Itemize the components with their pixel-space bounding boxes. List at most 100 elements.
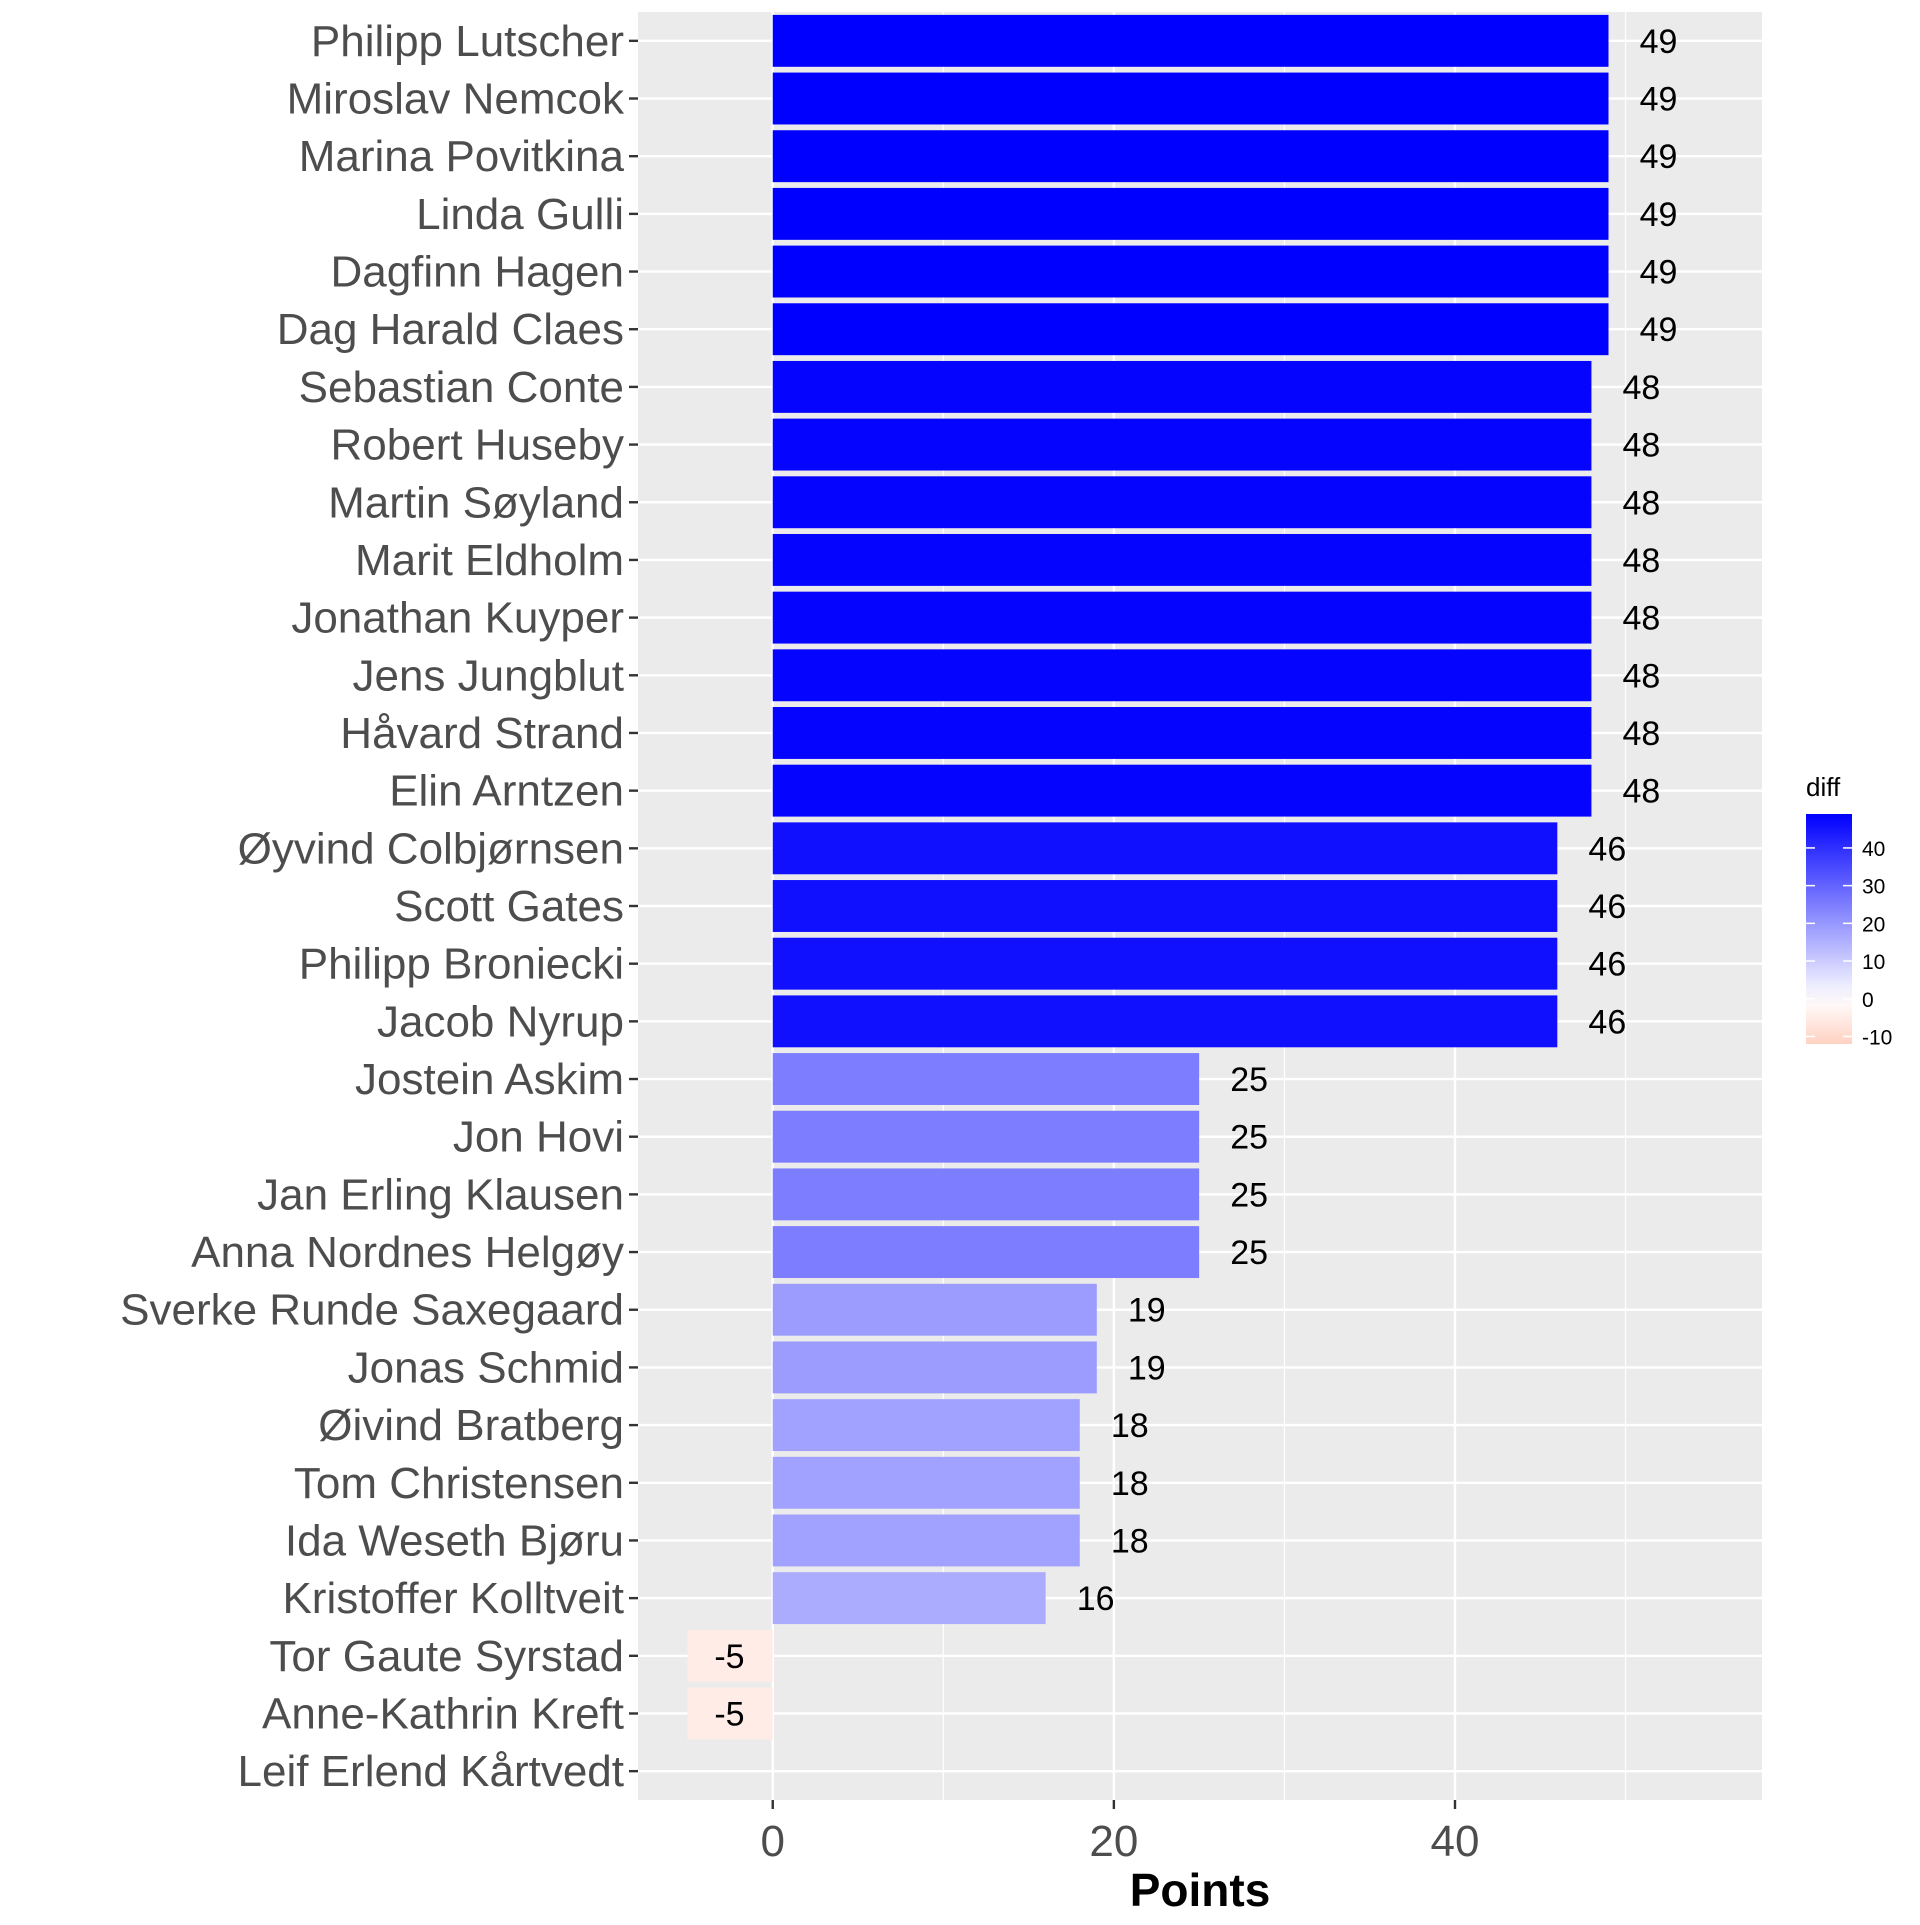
data-label: 49 (1640, 23, 1678, 61)
y-tick-label: Dag Harald Claes (277, 305, 624, 354)
data-label: 18 (1111, 1522, 1149, 1560)
data-label: 19 (1128, 1292, 1166, 1330)
bar (772, 533, 1592, 586)
legend-tick-label: 40 (1862, 838, 1885, 861)
y-tick-label: Dagfinn Hagen (330, 248, 624, 297)
data-label: 48 (1623, 427, 1661, 465)
bar (772, 1572, 1046, 1625)
y-tick-label: Jan Erling Klausen (257, 1170, 624, 1219)
data-labels: 49 49 49 49 49 49 48 48 48 48 48 48 48 48 46 46 46 46 25 25… (714, 23, 1677, 1734)
data-label: 49 (1640, 311, 1678, 349)
bar (772, 130, 1609, 183)
data-label: 46 (1588, 946, 1626, 984)
y-tick-label: Philipp Lutscher (311, 17, 624, 66)
data-label: 25 (1230, 1176, 1268, 1214)
legend-tick-label: 20 (1862, 913, 1885, 936)
x-axis-title: Points (1130, 1864, 1271, 1916)
data-label: 18 (1111, 1407, 1149, 1445)
bar (772, 72, 1609, 125)
y-tick-label: Ida Weseth Bjøru (285, 1516, 624, 1565)
bar (772, 303, 1609, 356)
y-tick-label: Elin Arntzen (389, 767, 624, 816)
bar (772, 187, 1609, 240)
data-label: 48 (1623, 369, 1661, 407)
bar (772, 649, 1592, 702)
y-tick-label: Jonathan Kuyper (291, 594, 624, 643)
y-tick-label: Scott Gates (394, 882, 624, 931)
y-tick-label: Jens Jungblut (352, 651, 624, 700)
data-label: 48 (1623, 600, 1661, 638)
y-tick-label: Øivind Bratberg (318, 1401, 624, 1450)
legend-tick-label: 30 (1862, 876, 1885, 899)
y-tick-label: Jonas Schmid (348, 1343, 624, 1392)
legend-tick-label: 10 (1862, 951, 1885, 974)
bar (772, 1341, 1097, 1394)
bars (687, 14, 1609, 1740)
y-tick-label: Linda Gulli (416, 190, 624, 239)
data-label: 49 (1640, 138, 1678, 176)
bar (772, 880, 1558, 932)
bar (687, 1629, 773, 1682)
data-label: 18 (1111, 1465, 1149, 1503)
y-tick-label: Jon Hovi (453, 1113, 624, 1162)
y-tick-label: Tor Gaute Syrstad (269, 1632, 624, 1681)
y-tick-label: Miroslav Nemcok (287, 75, 625, 124)
legend-ticks: 40 30 20 10 0 -10 (1806, 838, 1892, 1049)
data-label: 48 (1623, 715, 1661, 753)
bar (772, 1053, 1200, 1105)
bar (772, 995, 1558, 1048)
data-label: -5 (714, 1695, 744, 1733)
y-tick-label: Håvard Strand (340, 709, 624, 758)
data-label: 16 (1077, 1580, 1115, 1618)
y-tick-label: Leif Erlend Kårtvedt (238, 1747, 624, 1796)
y-tick-label: Anna Nordnes Helgøy (191, 1228, 624, 1277)
data-label: 49 (1640, 254, 1678, 292)
bar (772, 1110, 1200, 1163)
data-label: 48 (1623, 773, 1661, 811)
x-axis: 0 20 40 (761, 1800, 1480, 1866)
bar (772, 1226, 1200, 1279)
y-tick-label: Martin Søyland (328, 478, 624, 527)
data-label: 25 (1230, 1119, 1268, 1157)
data-label: 46 (1588, 1003, 1626, 1041)
x-tick-label: 0 (761, 1817, 785, 1866)
data-label: 46 (1588, 888, 1626, 926)
data-label: 49 (1640, 81, 1678, 119)
bar (772, 1514, 1080, 1567)
data-label: 48 (1623, 657, 1661, 695)
bar (772, 476, 1592, 529)
y-tick-label: Tom Christensen (294, 1459, 624, 1508)
bar (772, 591, 1592, 644)
bar (772, 14, 1609, 67)
y-tick-label: Marina Povitkina (299, 132, 625, 181)
y-tick-label: Jacob Nyrup (377, 997, 624, 1046)
y-tick-label: Sverke Runde Saxegaard (120, 1286, 624, 1335)
x-tick-label: 40 (1431, 1817, 1480, 1866)
x-tick-label: 20 (1089, 1817, 1138, 1866)
legend-tick-label: -10 (1862, 1026, 1892, 1049)
y-tick-label: Philipp Broniecki (299, 940, 624, 989)
bar (772, 1168, 1200, 1221)
bar (772, 937, 1558, 990)
bar (772, 707, 1592, 759)
data-label: 48 (1623, 484, 1661, 522)
legend-tick-label: 0 (1862, 989, 1874, 1012)
data-label: 46 (1588, 830, 1626, 868)
bar (772, 1399, 1080, 1452)
data-label: -5 (714, 1638, 744, 1676)
y-tick-label: Anne-Kathrin Kreft (262, 1689, 624, 1738)
y-tick-label: Robert Huseby (331, 421, 624, 470)
y-tick-label: Marit Eldholm (355, 536, 624, 585)
data-label: 49 (1640, 196, 1678, 234)
y-tick-label: Kristoffer Kolltveit (282, 1574, 624, 1623)
data-label: 25 (1230, 1061, 1268, 1099)
bar (772, 822, 1558, 875)
bar (772, 360, 1592, 413)
y-axis: Philipp Lutscher Miroslav Nemcok Marina Po… (120, 17, 638, 1796)
legend-colorbar (1806, 814, 1852, 1044)
y-tick-label: Øyvind Colbjørnsen (238, 824, 624, 873)
legend: diff 40 30 20 10 0 -10 (1806, 772, 1892, 1049)
data-label: 25 (1230, 1234, 1268, 1272)
data-label: 48 (1623, 542, 1661, 580)
